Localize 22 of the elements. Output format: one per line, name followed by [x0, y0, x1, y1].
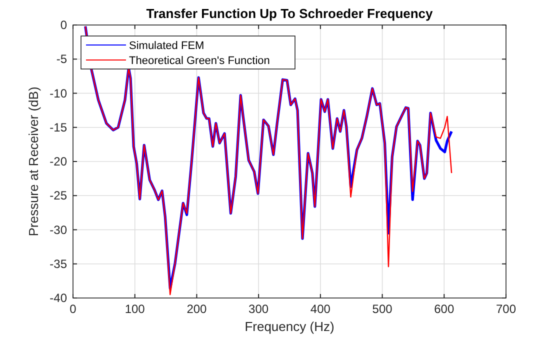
x-tick-label: 200 [186, 302, 208, 316]
legend-label: Simulated FEM [129, 40, 204, 52]
x-axis-title: Frequency (Hz) [244, 319, 334, 334]
y-tick-label: -10 [50, 86, 68, 100]
y-tick-label: -15 [50, 120, 68, 134]
y-tick-label: -25 [50, 188, 68, 203]
x-tick-label: 0 [70, 302, 77, 316]
y-tick-label: -5 [56, 52, 68, 66]
chart-title: Transfer Function Up To Schroeder Frequency [146, 6, 434, 21]
y-tick-label: -20 [50, 154, 68, 168]
y-tick-label: -40 [50, 291, 68, 305]
x-tick-label: 700 [496, 302, 516, 316]
x-tick-label: 100 [124, 302, 146, 316]
y-tick-label: 0 [60, 18, 68, 32]
x-tick-label: 400 [310, 302, 331, 316]
y-axis-title: Pressure at Receiver (dB) [26, 86, 41, 236]
legend-label: Theoretical Green's Function [129, 55, 270, 67]
y-tick-label: -30 [50, 222, 68, 237]
y-tick-label: -35 [50, 256, 68, 271]
x-tick-label: 300 [248, 302, 269, 316]
x-tick-label: 600 [434, 302, 454, 316]
x-tick-label: 500 [372, 302, 393, 316]
